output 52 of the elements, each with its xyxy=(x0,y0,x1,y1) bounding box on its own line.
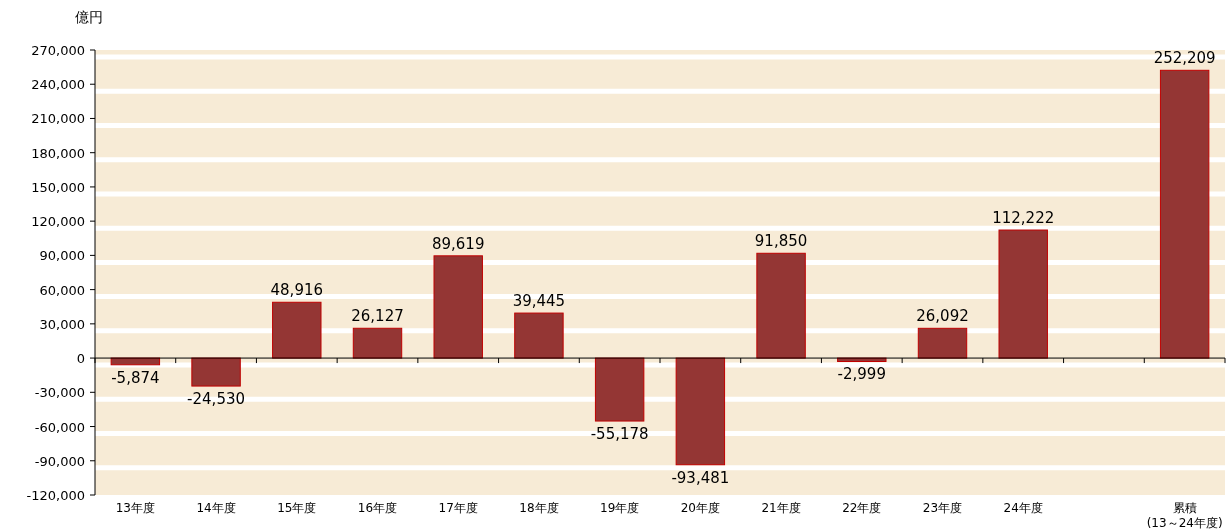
x-tick-label: 20年度 xyxy=(680,501,720,515)
y-tick-label: -60,000 xyxy=(34,419,85,435)
y-tick-label: 60,000 xyxy=(39,282,85,298)
y-tick-label: 0 xyxy=(76,351,85,367)
data-label: -24,530 xyxy=(187,390,246,409)
x-tick-label: 18年度 xyxy=(519,501,559,515)
data-label: 91,850 xyxy=(754,232,808,251)
x-tick-label: 19年度 xyxy=(600,501,640,515)
data-label: -93,481 xyxy=(671,468,730,487)
bar xyxy=(191,357,241,387)
data-label: -5,874 xyxy=(111,368,160,387)
x-tick-label: 23年度 xyxy=(922,501,963,515)
data-label: 112,222 xyxy=(992,209,1055,228)
bar xyxy=(675,357,726,466)
x-tick-label: 累積 (13～24年度) xyxy=(1146,501,1223,530)
data-label: 39,445 xyxy=(512,292,566,311)
y-tick-label: 180,000 xyxy=(31,145,85,161)
bar xyxy=(514,312,564,359)
bar xyxy=(433,255,483,359)
y-tick-label: 120,000 xyxy=(31,214,85,230)
y-tick-label: -120,000 xyxy=(26,488,85,503)
bar xyxy=(272,301,322,359)
y-tick-label: -30,000 xyxy=(34,385,85,401)
data-label: 26,127 xyxy=(351,307,404,326)
x-tick-label: 24年度 xyxy=(1003,501,1043,515)
y-tick-label: 270,000 xyxy=(31,43,85,58)
bar xyxy=(917,327,968,359)
bar xyxy=(352,327,403,359)
x-tick-label: 13年度 xyxy=(115,501,155,515)
x-tick-label: 14年度 xyxy=(196,501,236,515)
y-axis-title: 億円 xyxy=(75,9,103,25)
data-label: 48,916 xyxy=(270,281,324,300)
x-tick-label: 22年度 xyxy=(842,501,882,515)
y-tick-label: -90,000 xyxy=(34,453,85,469)
data-label: 89,619 xyxy=(431,234,485,253)
y-tick-label: 210,000 xyxy=(31,111,85,127)
data-label: -2,999 xyxy=(837,365,886,384)
y-tick-label: 150,000 xyxy=(31,179,85,195)
bar xyxy=(594,357,645,422)
x-tick-label: 17年度 xyxy=(438,501,478,515)
y-tick-label: 30,000 xyxy=(39,316,85,332)
data-label: 252,209 xyxy=(1153,49,1216,68)
data-label: 26,092 xyxy=(916,307,969,326)
y-tick-label: 240,000 xyxy=(31,77,85,93)
data-label: -55,178 xyxy=(590,425,649,444)
x-tick-label: 15年度 xyxy=(277,501,317,515)
y-tick-label: 90,000 xyxy=(39,248,85,264)
x-tick-label: 21年度 xyxy=(761,501,801,515)
x-tick-label: 16年度 xyxy=(357,501,398,515)
bar xyxy=(1159,69,1210,359)
bar xyxy=(756,252,806,359)
bar xyxy=(998,229,1048,359)
